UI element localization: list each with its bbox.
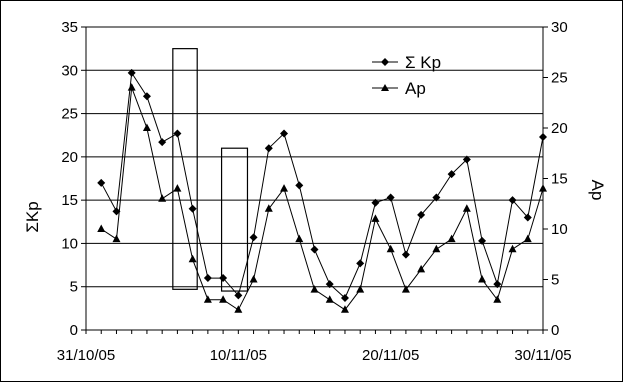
x-tick-label-3: 30/11/05	[514, 347, 571, 364]
kp-point-3	[127, 68, 136, 77]
legend-ap-label: Ap	[405, 79, 426, 98]
right-tick-label-0: 0	[551, 322, 559, 339]
right-axis-title: Ap	[588, 180, 607, 201]
series-line-ap	[100, 87, 544, 311]
kp-point-9	[219, 274, 228, 283]
kp-point-8	[203, 274, 212, 283]
ap-point-1	[97, 224, 106, 232]
ap-point-26	[478, 275, 487, 283]
kp-point-21	[401, 250, 410, 259]
kp-point-10	[234, 291, 243, 300]
legend: Σ Kp Ap	[372, 53, 441, 98]
kp-point-11	[249, 233, 258, 242]
right-tick-label-2: 10	[551, 221, 568, 238]
ap-point-6	[173, 184, 182, 192]
ap-point-9	[219, 295, 228, 303]
legend-ap-marker	[381, 84, 389, 91]
kp-point-1	[97, 178, 106, 187]
ap-point-8	[203, 295, 212, 303]
ap-point-24	[447, 234, 456, 243]
ap-point-27	[493, 295, 502, 303]
ap-point-29	[523, 234, 532, 243]
kp-point-7	[188, 204, 197, 213]
kp-point-26	[478, 236, 487, 245]
kp-point-25	[462, 155, 471, 164]
right-tick-label-5: 25	[551, 70, 568, 87]
ap-point-4	[142, 123, 151, 131]
kp-point-6	[173, 129, 182, 138]
left-tick-label-1: 5	[70, 279, 78, 296]
right-tick-label-3: 15	[551, 171, 568, 188]
ap-point-7	[188, 254, 197, 263]
left-axis-title: ΣKp	[23, 201, 42, 232]
kp-point-20	[386, 193, 395, 202]
kp-point-24	[447, 170, 456, 179]
left-tick-label-5: 25	[61, 106, 78, 123]
kp-point-15	[310, 245, 319, 254]
left-tick-label-3: 15	[61, 192, 78, 209]
highlight-boxes	[172, 48, 249, 292]
kp-point-19	[371, 198, 380, 207]
ap-point-20	[386, 244, 395, 253]
left-tick-label-4: 20	[61, 149, 78, 166]
legend-kp-marker	[381, 58, 389, 66]
ap-point-5	[158, 194, 167, 202]
ap-point-17	[340, 305, 349, 313]
ap-point-16	[325, 295, 334, 303]
ap-point-11	[249, 275, 258, 283]
kp-point-18	[356, 259, 365, 268]
kp-point-12	[264, 144, 273, 153]
kp-point-29	[523, 213, 532, 222]
x-tick-label-1: 10/11/05	[210, 347, 267, 364]
ap-point-22	[417, 264, 426, 273]
right-tick-label-1: 5	[551, 272, 559, 289]
kp-point-23	[432, 193, 441, 202]
left-tick-label-0: 0	[70, 322, 78, 339]
ap-point-2	[112, 234, 121, 243]
ap-point-25	[462, 204, 471, 212]
ap-point-12	[264, 204, 273, 212]
ap-point-10	[234, 305, 243, 313]
left-tick-label-6: 30	[61, 62, 78, 79]
ap-point-15	[310, 285, 319, 293]
ap-point-21	[401, 285, 410, 293]
kp-point-2	[112, 207, 121, 216]
series-line-kp	[100, 71, 544, 299]
highlight-box-2	[220, 147, 249, 292]
kp-point-4	[142, 92, 151, 101]
ap-point-13	[280, 184, 289, 192]
kp-point-17	[340, 293, 349, 302]
highlight-box-1	[172, 48, 198, 290]
kp-point-16	[325, 280, 334, 289]
left-tick-label-2: 10	[61, 235, 78, 252]
ap-point-3	[127, 83, 136, 91]
kp-point-5	[158, 138, 167, 147]
ap-point-18	[356, 285, 365, 293]
kp-point-22	[417, 210, 426, 219]
tick-labels: 0 5 10 15 20 25 30 35 0 5 10 15 20 25 30 31/10/05 10/11/…	[57, 19, 572, 364]
ap-point-23	[432, 244, 441, 253]
x-tick-label-0: 31/10/05	[57, 347, 115, 364]
kp-point-13	[280, 129, 289, 138]
kp-point-14	[295, 181, 304, 190]
x-tick-label-2: 20/11/05	[362, 347, 419, 364]
ap-point-19	[371, 214, 380, 222]
series-layer	[97, 68, 547, 313]
right-tick-label-4: 20	[551, 120, 568, 137]
ap-point-14	[295, 234, 304, 243]
right-tick-label-6: 30	[551, 19, 568, 36]
kp-point-27	[493, 280, 502, 289]
kp-point-28	[508, 196, 517, 205]
ap-point-28	[508, 244, 517, 253]
gridlines	[86, 26, 543, 288]
axes	[81, 26, 548, 334]
kp-point-30	[539, 132, 547, 141]
legend-kp-label: Σ Kp	[405, 53, 441, 72]
left-tick-label-7: 35	[61, 19, 78, 36]
ap-point-30	[539, 184, 547, 192]
